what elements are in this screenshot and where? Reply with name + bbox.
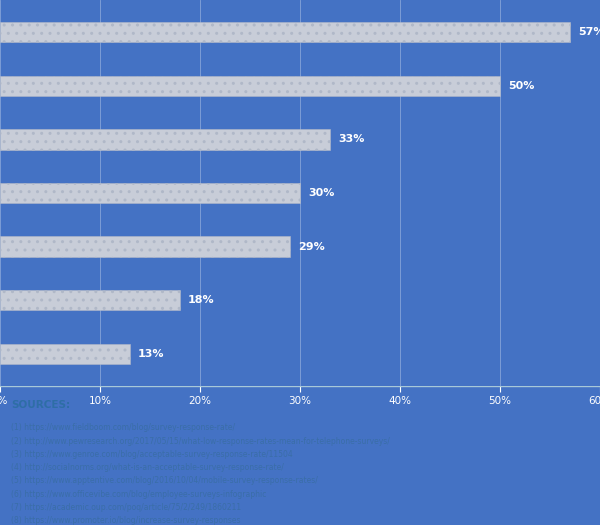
Text: (7) https://academic.oup.com/poq/article/75/2/249/1860211: (7) https://academic.oup.com/poq/article… bbox=[11, 503, 241, 512]
Bar bbox=[0, 183, 300, 203]
Bar bbox=[0, 290, 180, 310]
Bar bbox=[0, 343, 130, 364]
Text: (1) https://www.fieldboom.com/blog/survey-response-rate/: (1) https://www.fieldboom.com/blog/surve… bbox=[11, 424, 235, 433]
Text: 57%: 57% bbox=[578, 27, 600, 37]
Bar bbox=[0, 236, 290, 257]
Text: 18%: 18% bbox=[188, 295, 215, 305]
Text: (5) https://www.apptentive.com/blog/2016/10/04/mobile-survey-response-rates/: (5) https://www.apptentive.com/blog/2016… bbox=[11, 476, 317, 485]
Bar bbox=[0, 129, 330, 150]
Text: (4) http://socialnorms.org/what-is-an-acceptable-survey-response-rate/: (4) http://socialnorms.org/what-is-an-ac… bbox=[11, 463, 284, 472]
Bar bbox=[0, 76, 500, 96]
Text: 33%: 33% bbox=[338, 134, 364, 144]
Text: (8) https://www.promoter.io/blog/increase-survey-responses: (8) https://www.promoter.io/blog/increas… bbox=[11, 516, 240, 525]
Text: 29%: 29% bbox=[298, 242, 325, 251]
Text: (6) https://www.officevibe.com/blog/employee-surveys-infographic: (6) https://www.officevibe.com/blog/empl… bbox=[11, 489, 266, 499]
Text: (3) https://www.genroe.com/blog/acceptable-survey-response-rate/11504: (3) https://www.genroe.com/blog/acceptab… bbox=[11, 450, 293, 459]
Text: 50%: 50% bbox=[508, 81, 535, 91]
Text: SOURCES:: SOURCES: bbox=[11, 400, 70, 410]
Text: (2) http://www.pewresearch.org/2017/05/15/what-low-response-rates-mean-for-telep: (2) http://www.pewresearch.org/2017/05/1… bbox=[11, 437, 389, 446]
Bar bbox=[0, 22, 570, 43]
Text: 13%: 13% bbox=[138, 349, 164, 359]
Text: 30%: 30% bbox=[308, 188, 334, 198]
